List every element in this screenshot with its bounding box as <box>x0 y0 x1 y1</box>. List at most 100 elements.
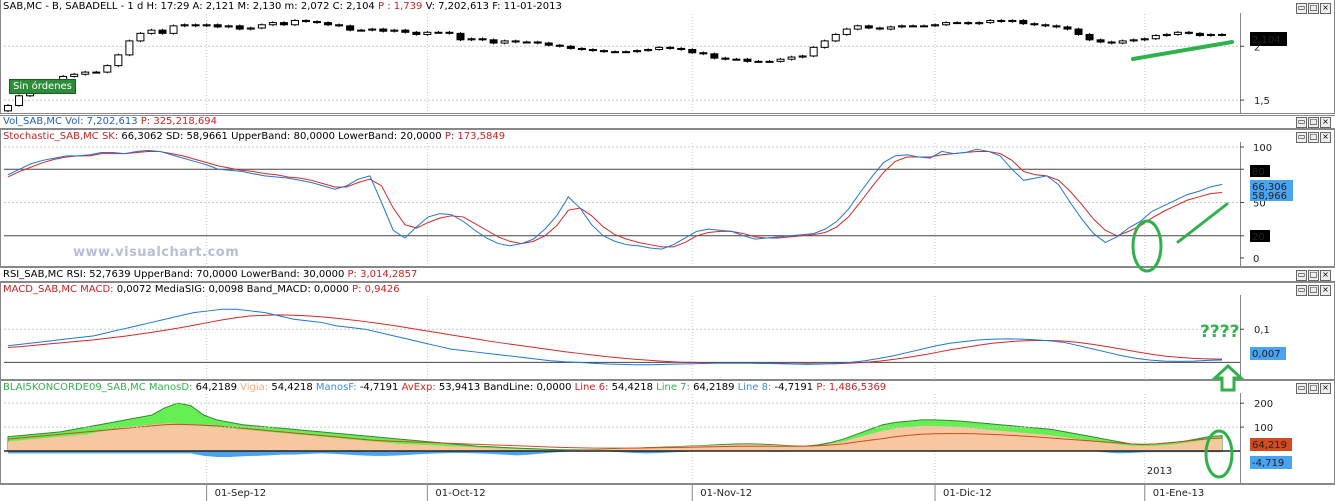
close-icon[interactable]: × <box>1320 383 1331 394</box>
macd-tick-label: 0,1 <box>1254 325 1270 336</box>
maximize-icon[interactable]: □ <box>1308 383 1319 394</box>
title-part: MACD_SAB,MC MACD: <box>3 284 117 295</box>
minimize-icon[interactable]: ▭ <box>1296 117 1307 128</box>
window-controls-icon[interactable]: ▭ □ × <box>1296 270 1332 281</box>
up-arrow-icon <box>1211 363 1245 392</box>
candle-body <box>202 24 211 27</box>
candle-body <box>412 31 421 35</box>
candle-body <box>301 19 310 23</box>
title-part: V: 7,202,613 F: 11-01-2013 <box>425 1 562 12</box>
candle-body <box>1218 33 1226 36</box>
minimize-icon[interactable]: ▭ <box>1296 270 1307 281</box>
candle-body <box>1162 33 1171 37</box>
candle-body <box>489 39 498 44</box>
candle-body <box>765 60 774 63</box>
candle-body <box>147 29 156 34</box>
blai-tick-label: 200 <box>1254 399 1273 410</box>
title-part: P: 0,9426 <box>352 284 400 295</box>
stoch-band-value-label: 80 <box>1252 167 1265 178</box>
maximize-icon[interactable]: □ <box>1308 117 1319 128</box>
candle-body <box>158 29 167 34</box>
title-part: Line 6: <box>574 382 612 393</box>
title-part: ManosF: <box>315 382 360 393</box>
candle-body <box>577 47 586 51</box>
candle-body <box>1118 40 1127 44</box>
title-part: P: 3,014,2857 <box>347 269 418 280</box>
candle-body <box>290 19 299 26</box>
minimize-icon[interactable]: ▭ <box>1296 3 1307 14</box>
candle-body <box>699 52 708 55</box>
candle-body <box>864 25 873 29</box>
title-part: 54,4218 <box>271 382 316 393</box>
sin-ordenes-badge[interactable]: Sin órdenes <box>9 79 76 94</box>
candle-body <box>853 25 862 30</box>
maximize-icon[interactable]: □ <box>1308 285 1319 296</box>
blai-value-label: 64,219 <box>1252 440 1287 451</box>
maximize-icon[interactable]: □ <box>1308 270 1319 281</box>
watermark: www.visualchart.com <box>73 245 240 260</box>
vigia-area <box>8 423 1222 452</box>
question-annotation: ???? <box>1200 322 1240 342</box>
candle-body <box>533 41 542 44</box>
candle-body <box>246 27 255 30</box>
title-part: 66,3062 SD: 58,9661 UpperBand: 80,0000 L… <box>121 131 445 142</box>
candle-body <box>324 22 333 26</box>
window-controls-icon[interactable]: ▭ □ × <box>1296 383 1332 394</box>
close-icon[interactable]: × <box>1320 132 1331 143</box>
window-controls-icon[interactable]: ▭ □ × <box>1296 285 1332 296</box>
candle-body <box>401 29 410 33</box>
window-controls-icon[interactable]: ▭ □ × <box>1296 3 1332 14</box>
minimize-icon[interactable]: ▭ <box>1296 383 1307 394</box>
candle-body <box>136 32 145 42</box>
candle-body <box>114 54 123 67</box>
candle-body <box>886 26 895 30</box>
title-part: 53,9413 BandLine: 0,0000 <box>438 382 575 393</box>
price-title: SAB,MC - B, SABADELL - 1 d H: 17:29 A: 2… <box>3 1 562 12</box>
candle-body <box>1019 19 1028 25</box>
candle-body <box>467 38 476 41</box>
candle-body <box>655 46 664 51</box>
stoch-sd-value-label: 58,966 <box>1252 191 1287 202</box>
price-value-box <box>1250 32 1287 46</box>
macd-signal-line <box>7 314 1223 365</box>
close-icon[interactable]: × <box>1320 270 1331 281</box>
stoch-tick-label: 100 <box>1253 143 1272 154</box>
title-part: Vigia: <box>240 382 272 393</box>
macd-line <box>7 308 1223 366</box>
candle-body <box>1195 32 1204 37</box>
year-marker: 2013 <box>1147 466 1172 477</box>
title-part: 64,2189 <box>693 382 738 393</box>
candle-body <box>1030 23 1039 26</box>
candle-body <box>1107 41 1116 44</box>
date-label: 01-Dic-12 <box>943 488 992 499</box>
candle-body <box>599 50 608 53</box>
candle-body <box>809 46 818 57</box>
stochastic-title: Stochastic_SAB,MC SK: 66,3062 SD: 58,966… <box>3 131 505 142</box>
stoch-tick-label: 0 <box>1253 254 1259 265</box>
close-icon[interactable]: × <box>1320 285 1331 296</box>
candle-body <box>787 56 796 60</box>
blai-tick-label: 100 <box>1254 423 1273 434</box>
window-controls-icon[interactable]: ▭ □ × <box>1296 132 1332 143</box>
candle-body <box>180 24 189 27</box>
candle-body <box>920 25 929 28</box>
candle-body <box>1096 39 1105 43</box>
maximize-icon[interactable]: □ <box>1308 132 1319 143</box>
maximize-icon[interactable]: □ <box>1308 3 1319 14</box>
blai-value-box <box>1250 456 1292 469</box>
close-icon[interactable]: × <box>1320 117 1331 128</box>
close-icon[interactable]: × <box>1320 3 1331 14</box>
window-controls-icon[interactable]: ▭ □ × <box>1296 117 1332 128</box>
title-part: 54,4218 <box>611 382 657 393</box>
candle-body <box>70 73 79 77</box>
minimize-icon[interactable]: ▭ <box>1296 285 1307 296</box>
candle-body <box>1052 25 1061 28</box>
stoch-sd-value-box <box>1250 190 1293 201</box>
candle-body <box>842 28 851 35</box>
title-part: Line 8: <box>737 382 775 393</box>
minimize-icon[interactable]: ▭ <box>1296 132 1307 143</box>
candle-body <box>776 58 785 62</box>
title-part: P: 325,218,694 <box>140 116 217 127</box>
candle-body <box>588 49 597 52</box>
